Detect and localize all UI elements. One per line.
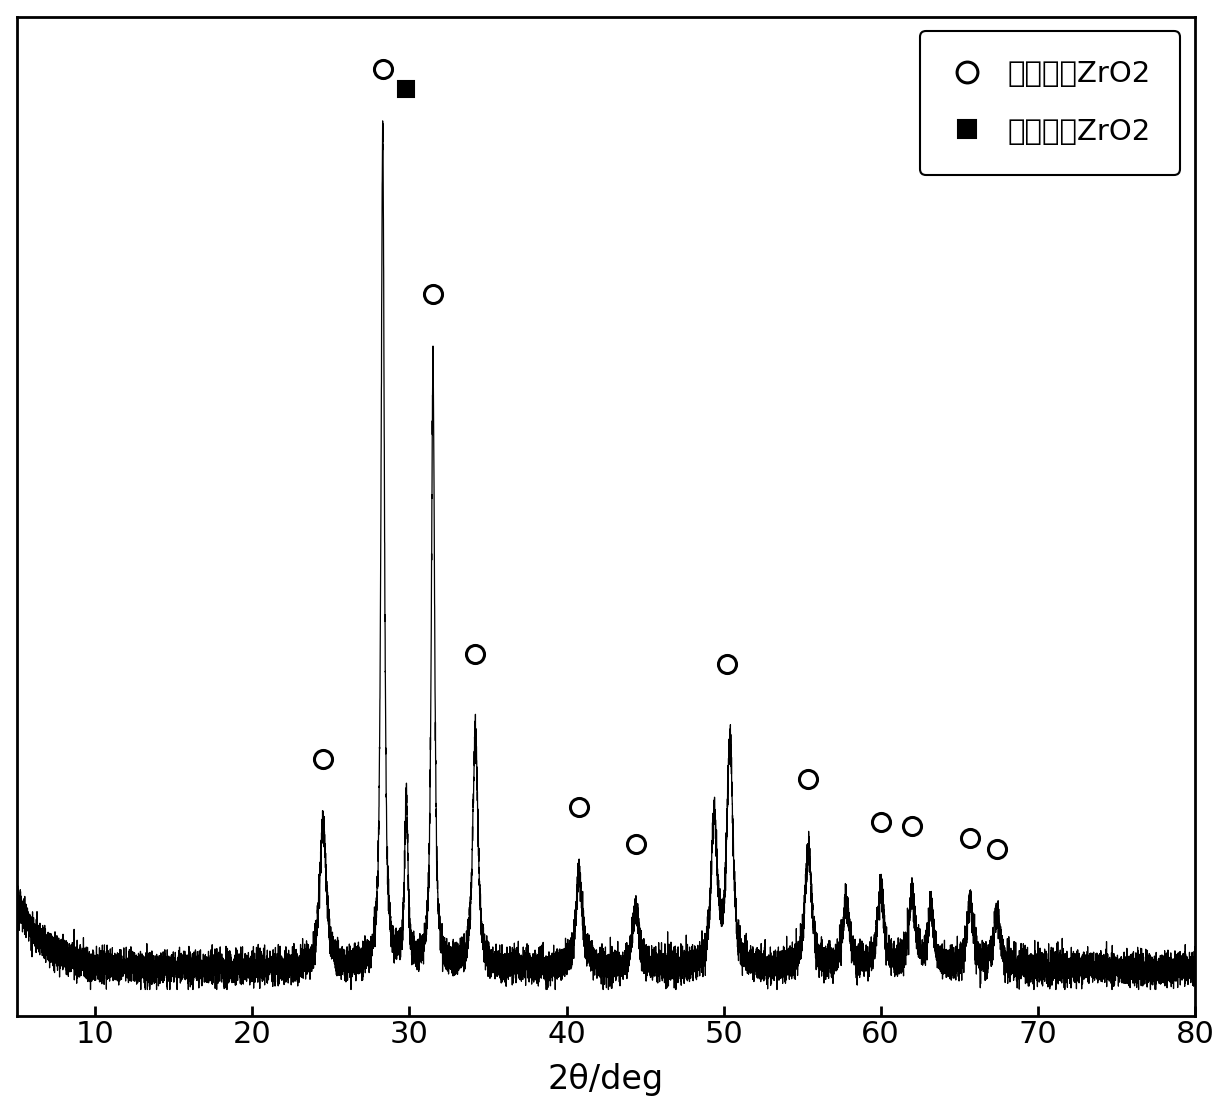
Legend: 单斜晶型ZrO2, 四方晶型ZrO2: 单斜晶型ZrO2, 四方晶型ZrO2 [921, 31, 1181, 175]
X-axis label: 2θ/deg: 2θ/deg [548, 1063, 664, 1096]
